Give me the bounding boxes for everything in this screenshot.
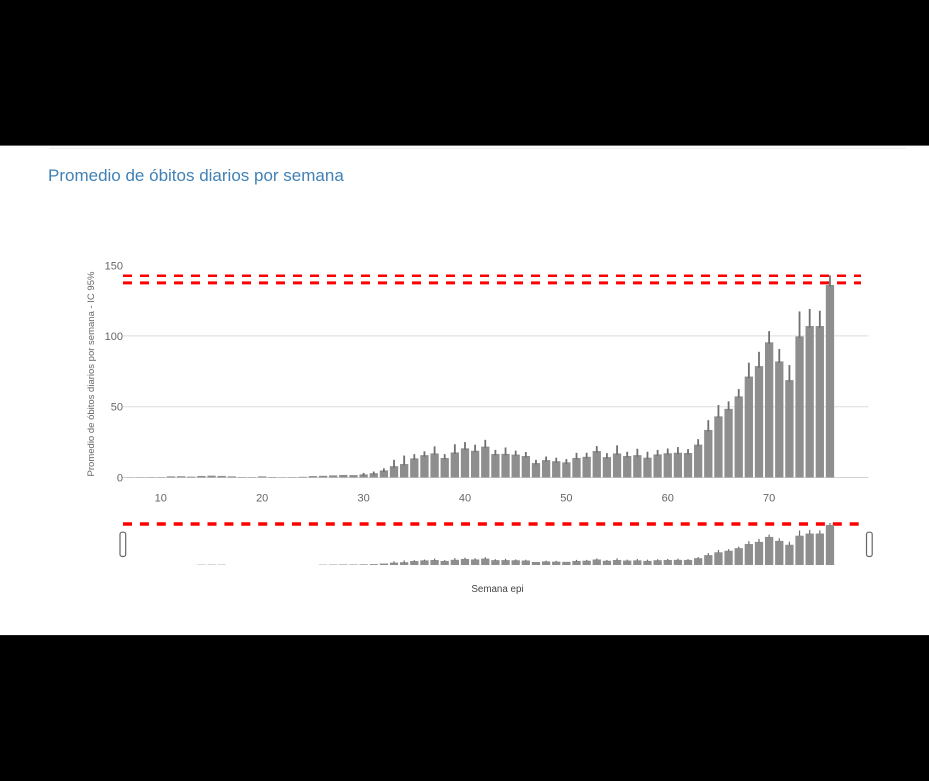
svg-text:70: 70	[763, 493, 775, 505]
svg-text:150: 150	[105, 261, 123, 273]
svg-text:30: 30	[357, 493, 369, 505]
svg-text:100: 100	[105, 331, 123, 343]
svg-text:Promedio de óbitos diarios por: Promedio de óbitos diarios por semana	[48, 166, 344, 185]
svg-text:0: 0	[117, 473, 123, 485]
svg-text:60: 60	[662, 493, 674, 505]
svg-text:40: 40	[459, 493, 471, 505]
svg-text:Promedio de óbitos diarios por: Promedio de óbitos diarios por semana - …	[86, 271, 97, 476]
svg-text:50: 50	[560, 493, 572, 505]
svg-text:20: 20	[256, 493, 268, 505]
svg-text:50: 50	[111, 402, 123, 414]
svg-text:Semana epi: Semana epi	[471, 584, 523, 595]
svg-text:10: 10	[155, 493, 167, 505]
